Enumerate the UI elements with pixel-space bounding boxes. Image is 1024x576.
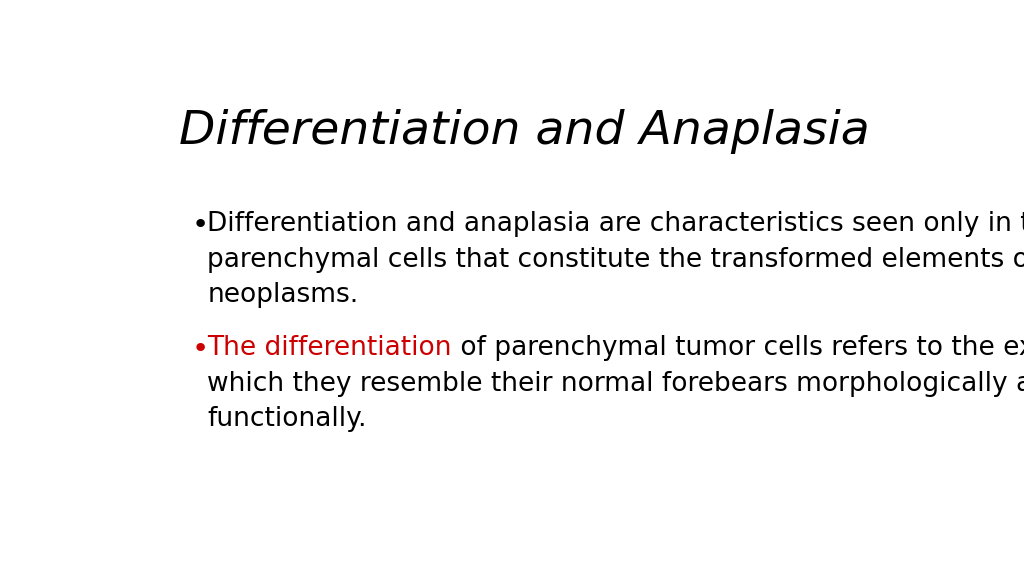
Text: neoplasms.: neoplasms. [207,282,358,308]
Text: •: • [191,335,209,363]
Text: Differentiation and anaplasia are characteristics seen only in the: Differentiation and anaplasia are charac… [207,211,1024,237]
Text: •: • [191,211,209,239]
Text: The differentiation: The differentiation [207,335,452,361]
Text: which they resemble their normal forebears morphologically and: which they resemble their normal forebea… [207,371,1024,397]
Text: of parenchymal tumor cells refers to the extent to: of parenchymal tumor cells refers to the… [452,335,1024,361]
Text: Differentiation and Anaplasia: Differentiation and Anaplasia [179,109,870,154]
Text: parenchymal cells that constitute the transformed elements of: parenchymal cells that constitute the tr… [207,247,1024,272]
Text: functionally.: functionally. [207,406,367,432]
